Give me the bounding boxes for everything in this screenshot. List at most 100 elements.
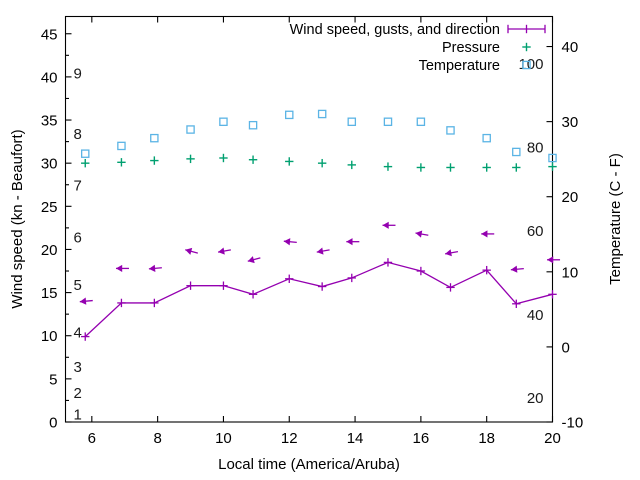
pressure-point (446, 163, 455, 172)
wind-direction-arrow (79, 297, 93, 305)
temperature-point (383, 117, 393, 127)
pressure-point (285, 157, 294, 166)
bottom-tick-label: 20 (544, 430, 561, 447)
temperature-series (80, 109, 557, 163)
arrow-head (115, 264, 123, 273)
temperature-point (80, 149, 90, 158)
wind-direction-arrow (185, 247, 198, 255)
right-tick-label: 40 (562, 39, 579, 56)
arrow-head (510, 265, 518, 273)
temperature-point (512, 147, 521, 157)
plot-frame (64, 15, 554, 423)
legend-square-marker (522, 60, 531, 70)
pressure-point (150, 156, 159, 165)
legend-label: Pressure (442, 40, 500, 56)
right-tick-label: 0 (562, 339, 570, 356)
pressure-point (219, 153, 228, 163)
legend-entry: Wind speed, gusts, and direction (290, 22, 546, 38)
wind-direction-arrow (445, 249, 459, 257)
legend-label: Wind speed, gusts, and direction (290, 22, 500, 38)
wind-direction-arrow (382, 221, 396, 229)
left-axis-tick-labels: 0 5 10 15 20 25 30 35 40 45 (41, 26, 58, 431)
bottom-axis-ticks (91, 16, 554, 422)
beaufort-label: 6 (74, 230, 82, 247)
fahrenheit-label: 80 (527, 139, 544, 156)
bottom-tick-label: 14 (347, 430, 364, 447)
right-tick-label: 10 (562, 264, 579, 281)
pressure-series (81, 153, 557, 172)
wind-direction-arrow (115, 264, 129, 273)
legend-entry: Pressure (442, 40, 531, 56)
bottom-tick-label: 16 (413, 430, 430, 447)
beaufort-label: 5 (74, 277, 82, 294)
fahrenheit-label: 40 (527, 307, 544, 324)
right-axis-tick-labels: -10 0 10 20 30 40 (562, 39, 584, 431)
left-tick-label: 15 (41, 285, 58, 302)
right-axis-title: Temperature (C - F) (607, 153, 624, 285)
pressure-point (317, 158, 327, 168)
beaufort-label: 7 (74, 178, 82, 195)
beaufort-label: 8 (74, 126, 82, 143)
left-tick-label: 45 (41, 26, 58, 43)
wind-direction-arrow (316, 247, 330, 255)
left-tick-label: 0 (49, 415, 57, 432)
wind-speed-point (81, 332, 90, 341)
temperature-point (347, 117, 357, 127)
beaufort-scale-labels: 1 2 3 4 5 6 7 8 9 (74, 66, 82, 424)
arrow-head (415, 230, 423, 238)
arrow-head (316, 247, 324, 255)
right-tick-label: 20 (562, 189, 579, 206)
bottom-axis-title: Local time (America/Aruba) (218, 456, 400, 473)
pressure-point (248, 155, 258, 164)
wind-direction-arrow (415, 230, 429, 238)
left-tick-label: 10 (41, 328, 58, 345)
pressure-point (416, 163, 426, 172)
temperature-point (248, 120, 258, 130)
wind-speed-point (248, 290, 258, 299)
left-tick-label: 20 (41, 242, 58, 259)
arrow-head (218, 247, 225, 255)
arrow-head (481, 230, 488, 238)
right-tick-label: 30 (562, 114, 579, 131)
pressure-point (482, 163, 491, 172)
chart-legend: Wind speed, gusts, and direction Pressure… (290, 22, 546, 74)
bottom-axis-tick-labels: 6 8 10 12 14 16 18 20 (88, 430, 561, 447)
pressure-point (81, 158, 90, 168)
arrow-head (185, 247, 193, 255)
wind-speed-point (548, 290, 557, 299)
left-tick-label: 40 (41, 69, 58, 86)
temperature-point (446, 126, 455, 135)
legend-entry: Temperature (419, 58, 531, 74)
fahrenheit-label: 60 (527, 223, 544, 240)
beaufort-label: 3 (74, 359, 82, 376)
wind-speed-point (186, 281, 195, 290)
arrow-head (79, 297, 87, 305)
pressure-point (186, 154, 195, 164)
arrow-head (445, 249, 452, 257)
bottom-tick-label: 18 (478, 430, 495, 447)
temperature-point (150, 133, 159, 143)
legend-label: Temperature (419, 58, 500, 74)
temperature-point (186, 125, 195, 134)
bottom-tick-label: 10 (215, 430, 232, 447)
wind-speed-point (482, 265, 491, 275)
arrow-head (148, 264, 156, 272)
right-tick-label: -10 (562, 415, 584, 432)
arrow-head (382, 221, 389, 229)
right-axis-ticks (546, 45, 553, 423)
left-tick-label: 35 (41, 113, 58, 130)
wind-speed-point (512, 299, 521, 309)
wind-direction-arrow (510, 265, 524, 273)
wind-speed-point (446, 283, 455, 292)
arrow-head (283, 238, 291, 246)
temperature-point (416, 117, 426, 127)
wind-direction-arrow (346, 238, 360, 246)
left-axis-title: Wind speed (kn - Beaufort) (9, 129, 26, 308)
pressure-point (548, 162, 557, 171)
arrow-head (547, 256, 554, 264)
wind-direction-arrows (79, 221, 561, 305)
left-tick-label: 5 (49, 371, 57, 388)
